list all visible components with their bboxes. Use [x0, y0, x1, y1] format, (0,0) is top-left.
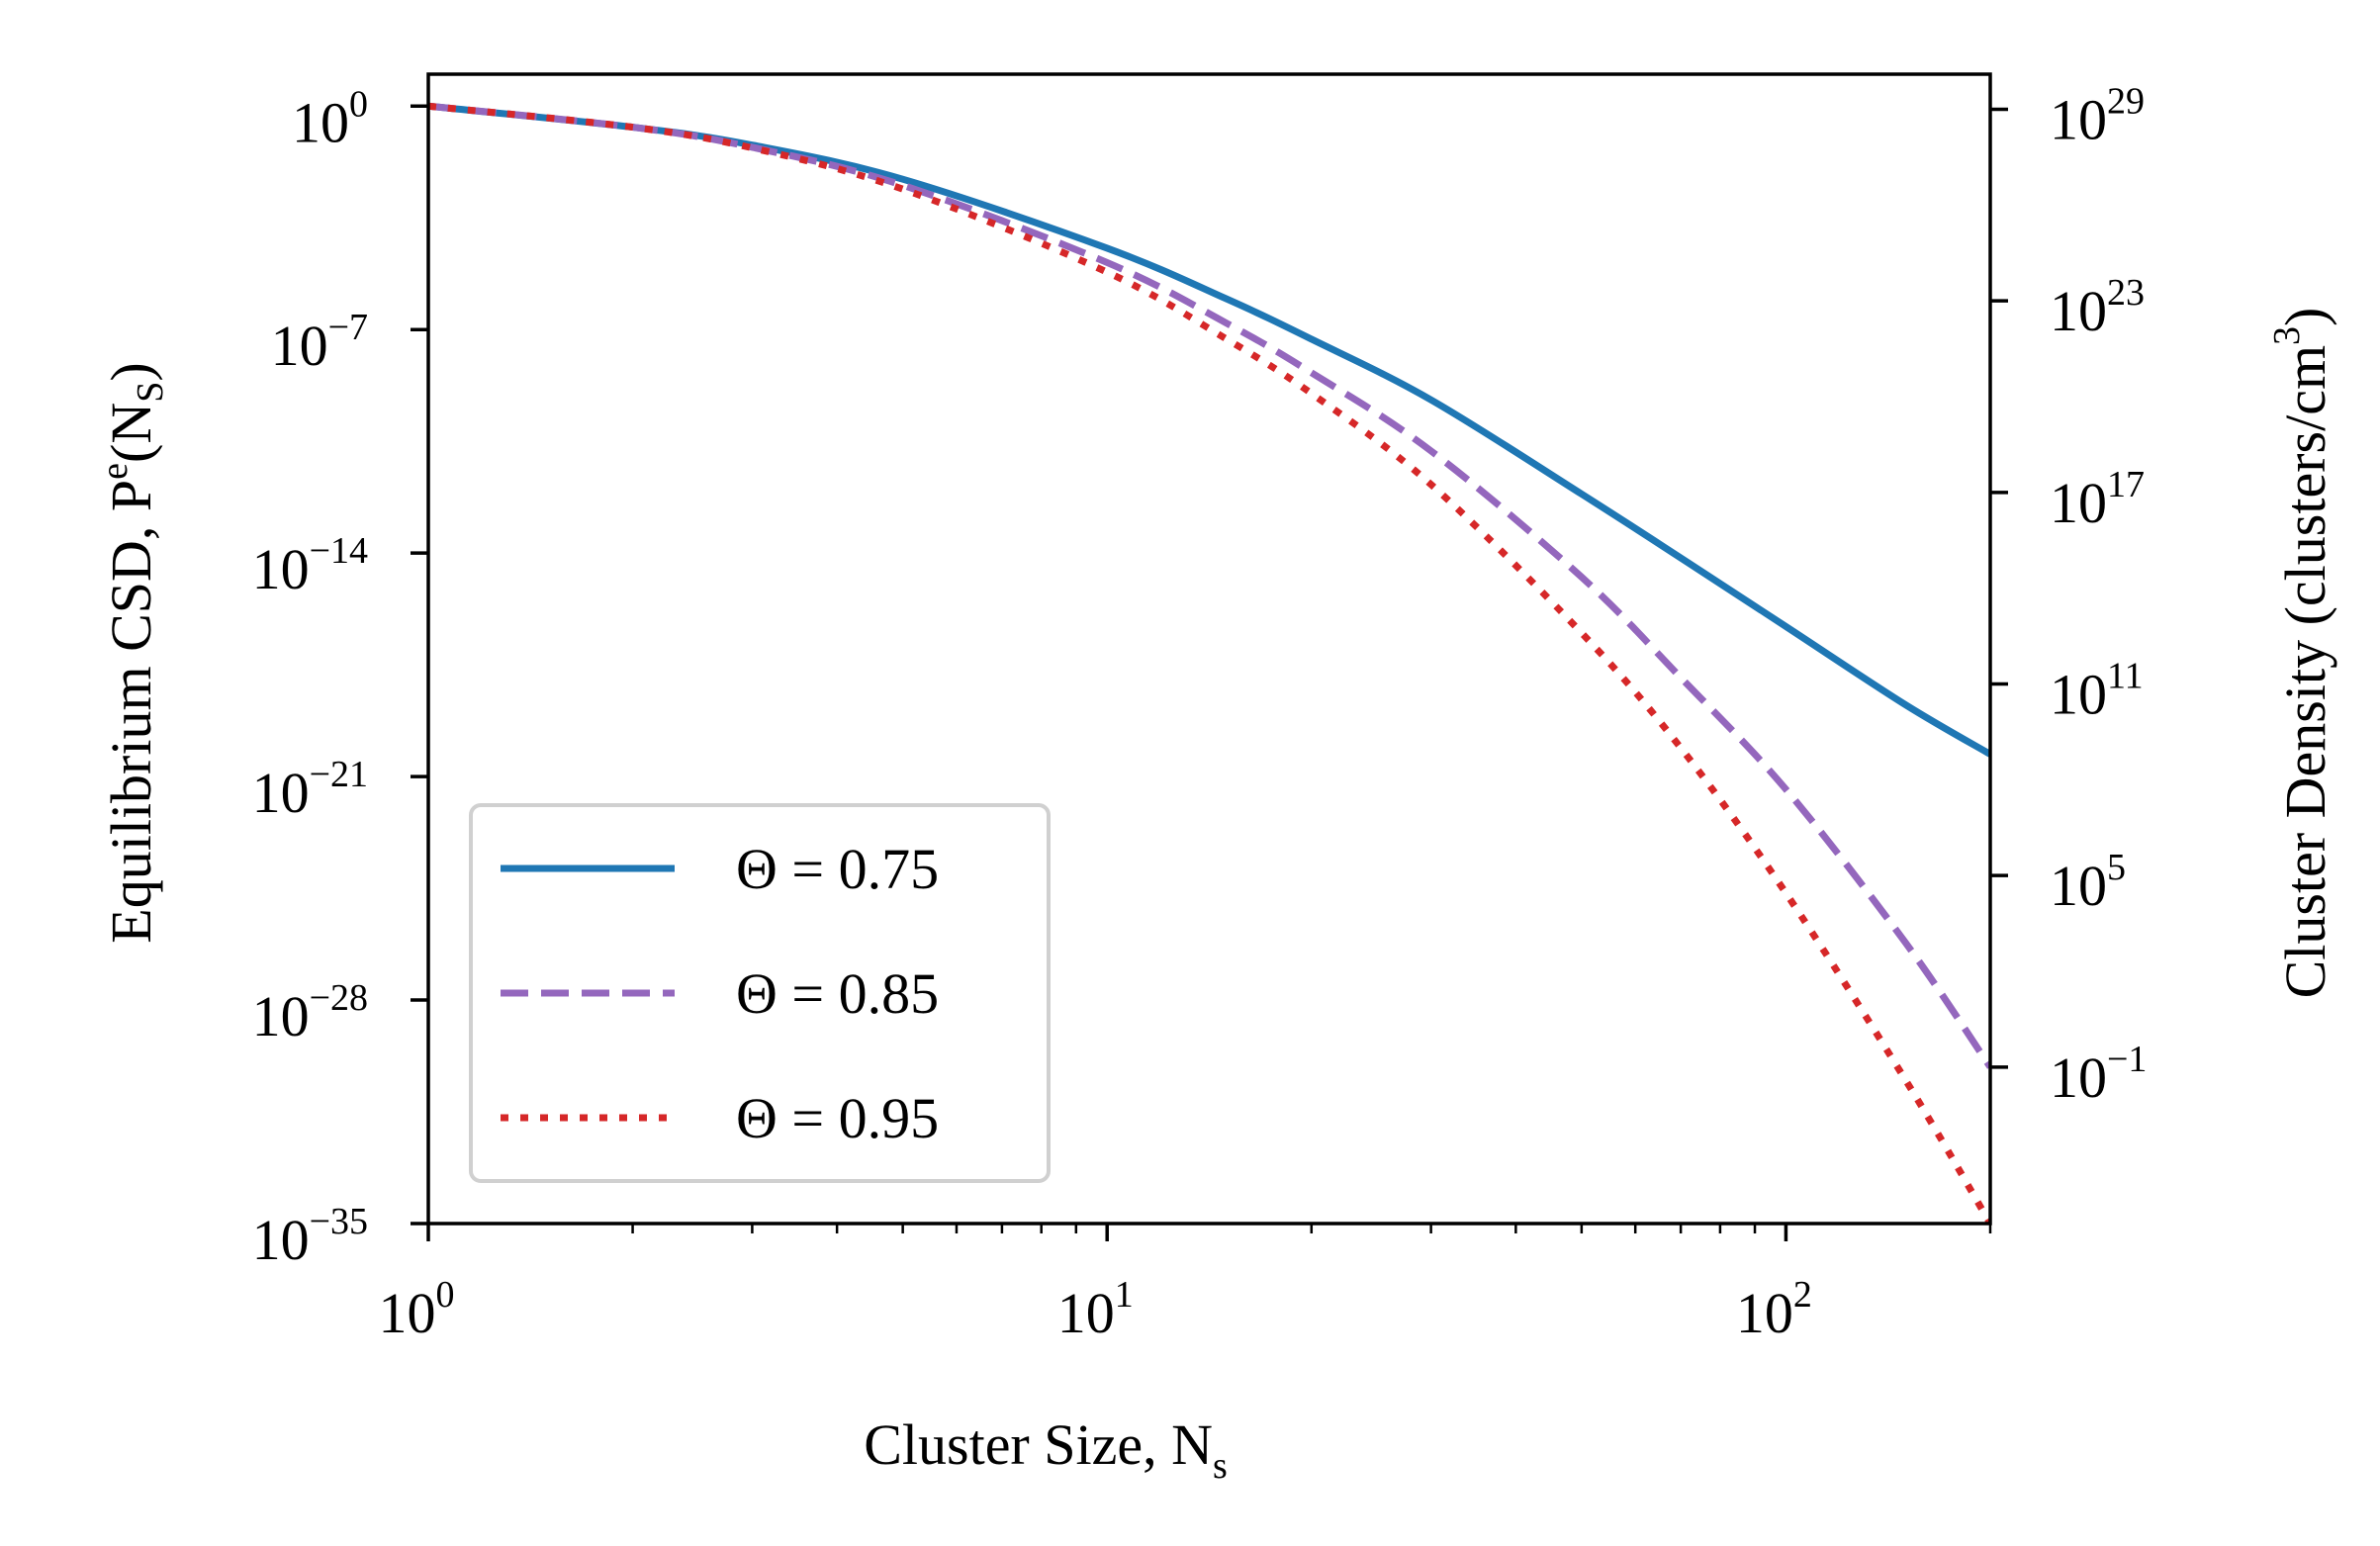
series-group — [428, 102, 1990, 1224]
plot-area — [428, 102, 1990, 1224]
y-tick-label: 10−14 — [252, 530, 368, 601]
legend-box — [469, 803, 1051, 1183]
x-tick-label: 101 — [1057, 1274, 1134, 1345]
y-axis-title: Equilibrium CSD, Pe(NS) — [94, 362, 171, 943]
x-tick-label: 102 — [1736, 1274, 1812, 1345]
y2-tick-label: 105 — [2050, 847, 2126, 918]
plot-frame — [426, 72, 1992, 1226]
y-tick-label: 100 — [292, 83, 368, 154]
x-axis-title: Cluster Size, Ns — [864, 1412, 1228, 1487]
y-tick-label: 10−7 — [271, 307, 368, 378]
y2-tick-label: 1023 — [2050, 272, 2145, 343]
y-tick-label: 10−35 — [252, 1201, 368, 1272]
legend-label-3: Θ = 0.95 — [736, 1086, 939, 1150]
legend-label-1: Θ = 0.75 — [736, 837, 939, 901]
x-tick-label: 100 — [379, 1274, 455, 1345]
y2-tick-label: 1017 — [2050, 464, 2145, 535]
y2-tick-label: 1011 — [2050, 656, 2144, 727]
y2-tick-label: 1029 — [2050, 81, 2145, 152]
series-line-1 — [428, 102, 1990, 758]
y-tick-label: 10−21 — [252, 754, 368, 825]
y-tick-label: 10−28 — [252, 977, 368, 1048]
series-line-3 — [428, 102, 1990, 1224]
legend: Θ = 0.75 Θ = 0.85 Θ = 0.95 — [469, 803, 1051, 1183]
y2-axis-title: Cluster Density (clusters/cm3) — [2266, 308, 2337, 999]
series-line-2 — [428, 102, 1990, 1069]
y2-tick-label: 10−1 — [2050, 1039, 2147, 1110]
legend-label-2: Θ = 0.85 — [736, 961, 939, 1026]
axes: 100 101 102 100 10−7 10−14 10−21 10−28 10−35 1029… — [94, 72, 2337, 1487]
